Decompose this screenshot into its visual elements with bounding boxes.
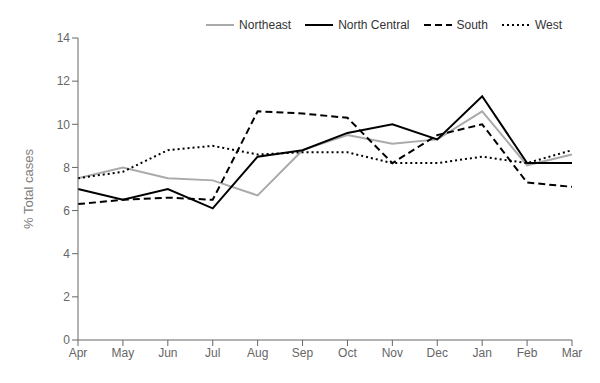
svg-text:2: 2 [63,290,70,304]
svg-text:Jul: Jul [205,346,220,360]
svg-text:14: 14 [57,31,71,45]
svg-text:0: 0 [63,333,70,347]
svg-text:Nov: Nov [382,346,403,360]
svg-text:Jan: Jan [473,346,492,360]
svg-text:% Total cases: % Total cases [21,149,36,229]
svg-text:Sep: Sep [292,346,314,360]
svg-text:10: 10 [57,118,71,132]
svg-text:4: 4 [63,247,70,261]
svg-text:Dec: Dec [427,346,448,360]
html-text:South: South [456,18,488,32]
html-text:West: West [534,18,562,32]
svg-text:Mar: Mar [562,346,583,360]
html-text:Northeast: Northeast [239,18,292,32]
svg-text:Aug: Aug [247,346,268,360]
svg-text:Oct: Oct [338,346,357,360]
svg-text:8: 8 [63,161,70,175]
html-text:North Central: North Central [338,18,410,32]
svg-text:Jun: Jun [158,346,177,360]
svg-text:Apr: Apr [69,346,88,360]
svg-text:May: May [112,346,135,360]
svg-text:Feb: Feb [517,346,538,360]
svg-text:12: 12 [57,74,71,88]
svg-text:6: 6 [63,204,70,218]
